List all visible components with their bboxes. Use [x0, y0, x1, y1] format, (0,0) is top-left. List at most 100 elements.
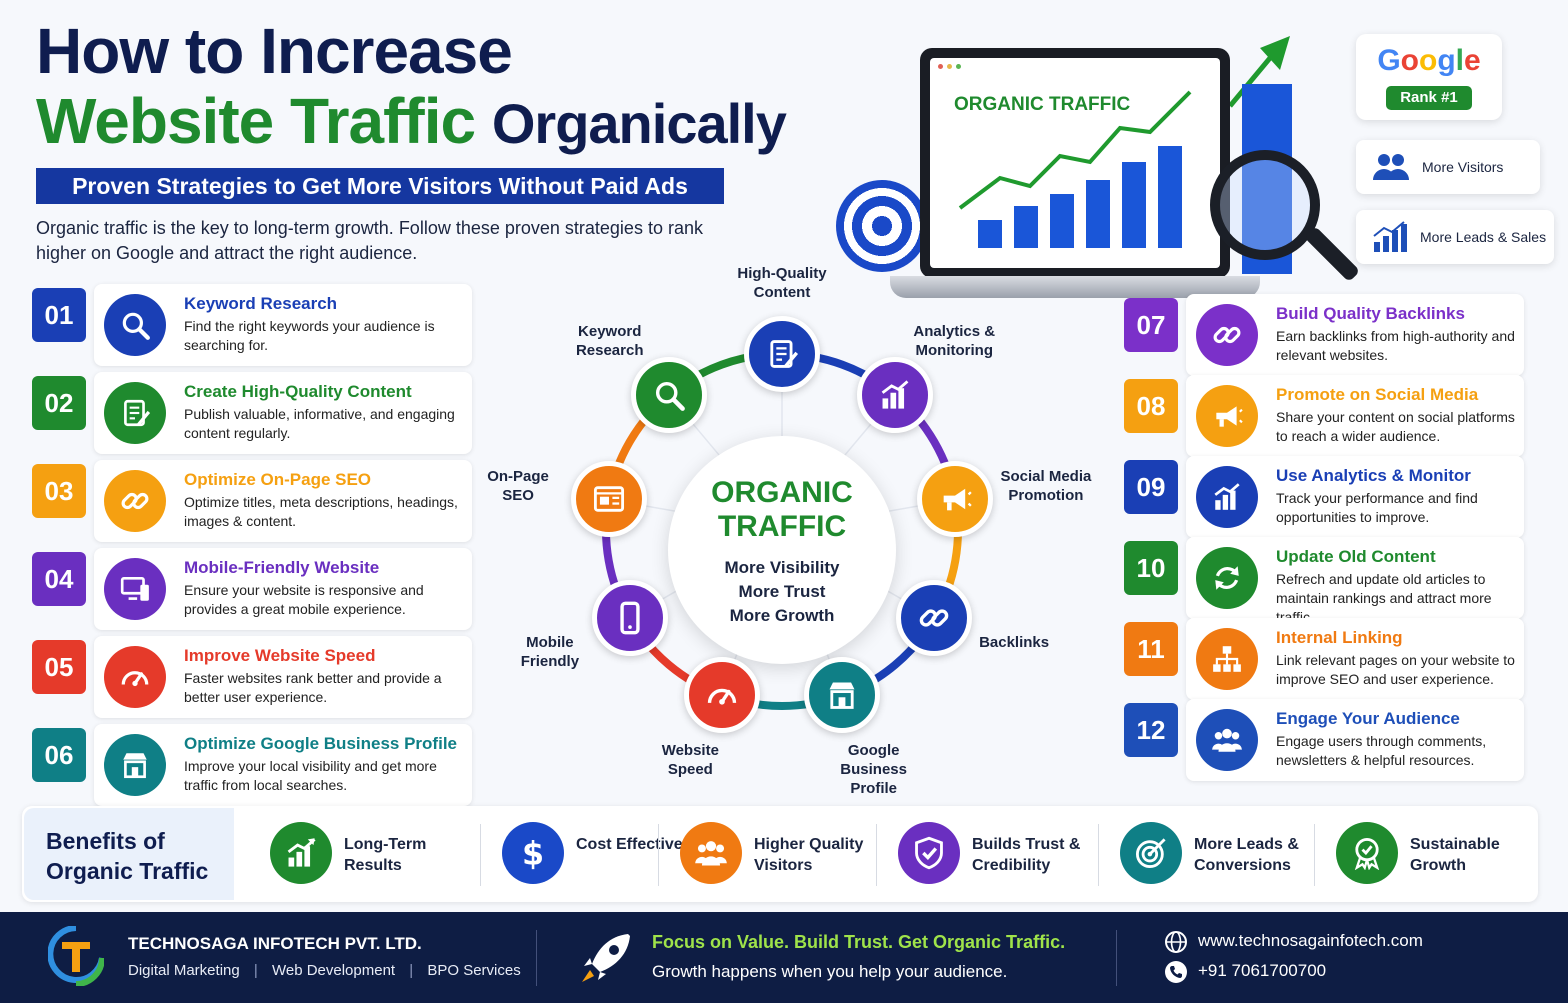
- strategy-text: Keyword Research Find the right keywords…: [184, 294, 464, 355]
- strategy-number: 07: [1124, 298, 1178, 352]
- browser-icon: [593, 486, 624, 513]
- service-web-development: Web Development: [271, 962, 396, 979]
- footer-divider: [536, 930, 537, 986]
- strategy-icon-disc: [104, 558, 166, 620]
- strategy-text: Promote on Social Media Share your conte…: [1276, 385, 1516, 446]
- shield-check-icon: [915, 836, 943, 870]
- analytics-icon: [881, 380, 909, 409]
- wheel-node: [630, 357, 707, 434]
- strategy-desc: Share your content on social platforms t…: [1276, 409, 1515, 444]
- strategy-title: Internal Linking: [1276, 628, 1403, 647]
- phone-icon: [1165, 961, 1187, 983]
- benefit-label: Builds Trust & Credibility: [972, 836, 1081, 874]
- more-leads-card: More Leads & Sales: [1356, 210, 1554, 264]
- benefit-divider: [1098, 824, 1099, 886]
- strategy-text: Build Quality Backlinks Earn backlinks f…: [1276, 304, 1516, 365]
- benefit-divider: [480, 824, 481, 886]
- benefit-icon-disc: $: [502, 822, 564, 884]
- company-logo-icon: [48, 926, 104, 986]
- devices-icon: [120, 577, 149, 601]
- wheel-node-label: Website Speed: [661, 742, 719, 779]
- benefit-icon-disc: [1336, 822, 1398, 884]
- strategy-desc: Earn backlinks from high-authority and r…: [1276, 328, 1515, 363]
- storefront-icon: [123, 753, 147, 779]
- service-digital-marketing: Digital Marketing: [128, 962, 240, 979]
- title-dark: Organically: [491, 92, 787, 155]
- strategy-text: Optimize Google Business Profile Improve…: [184, 734, 464, 795]
- hub-title-2: TRAFFIC: [717, 510, 847, 543]
- wheel-node-label: Mobile Friendly: [520, 634, 580, 670]
- screen-label: ORGANIC TRAFFIC: [954, 94, 1131, 115]
- growth-chart-icon: [287, 838, 316, 867]
- footer-divider-2: [1116, 930, 1117, 986]
- intro-text: Organic traffic is the key to long-term …: [36, 218, 703, 263]
- wheel-node-label: On-Page SEO: [487, 468, 549, 505]
- globe-icon: [1165, 931, 1187, 953]
- strategy-number: 12: [1124, 703, 1178, 757]
- benefit-label: Cost Effective: [576, 836, 683, 853]
- strategy-desc: Improve your local visibility and get mo…: [184, 758, 437, 793]
- users-icon: [1212, 728, 1242, 752]
- strategy-number: 10: [1124, 541, 1178, 595]
- strategy-desc: Find the right keywords your audience is…: [184, 318, 435, 353]
- wheel-node: [683, 657, 760, 734]
- speedometer-icon: [707, 689, 736, 706]
- wheel-node: [570, 461, 647, 538]
- more-leads-label: More Leads & Sales: [1420, 229, 1547, 245]
- magnifier-handle: [1303, 225, 1361, 283]
- strategy-number: 02: [32, 376, 86, 430]
- benefit-label: Long-Term Results: [344, 836, 427, 874]
- link-icon: [1213, 326, 1241, 344]
- search-icon: [655, 382, 685, 412]
- wheel-node: [591, 580, 668, 656]
- benefit-icon-disc: [270, 822, 332, 884]
- footer-slogan: Focus on Value. Build Trust. Get Organic…: [652, 932, 1066, 952]
- megaphone-icon: [943, 489, 972, 511]
- website-link[interactable]: www.technosagainfotech.com: [1198, 931, 1423, 950]
- strategy-text: Engage Your Audience Engage users throug…: [1276, 709, 1516, 770]
- strategy-text: Create High-Quality Content Publish valu…: [184, 382, 464, 443]
- wheel-node-label: Keyword Research: [575, 322, 644, 359]
- users-icon: [1373, 154, 1409, 180]
- strategy-icon-disc: [1196, 709, 1258, 771]
- hub-line-visibility: More Visibility: [724, 558, 840, 577]
- strategy-number: 09: [1124, 460, 1178, 514]
- benefit-label: Sustainable Growth: [1410, 836, 1500, 874]
- target-icon: [1135, 838, 1166, 869]
- strategy-title: Mobile-Friendly Website: [184, 558, 380, 577]
- document-edit-icon: [124, 399, 151, 427]
- link-icon: [920, 609, 949, 627]
- target-icon: [836, 180, 928, 272]
- phone-number[interactable]: +91 7061700700: [1198, 961, 1327, 980]
- strategy-desc: Publish valuable, informative, and engag…: [184, 406, 455, 441]
- strategy-desc: Optimize titles, meta descriptions, head…: [184, 494, 458, 529]
- rank-badge: Rank #1: [1386, 86, 1472, 110]
- wheel-node: [804, 657, 881, 734]
- strategy-icon-disc: [104, 646, 166, 708]
- wheel-node: [744, 316, 820, 392]
- hub-title: ORGANIC TRAFFIC: [668, 476, 896, 544]
- more-visitors-label: More Visitors: [1422, 159, 1504, 175]
- search-icon: [122, 312, 150, 340]
- wheel-node-label: Analytics & Monitoring: [913, 322, 996, 359]
- strategy-title: Create High-Quality Content: [184, 382, 412, 401]
- organic-traffic-hub: ORGANIC TRAFFIC More Visibility More Tru…: [668, 436, 896, 664]
- analytics-icon: [1373, 221, 1407, 252]
- strategy-title: Improve Website Speed: [184, 646, 376, 665]
- benefit-icon-disc: [898, 822, 960, 884]
- company-services: Digital Marketing | Web Development | BP…: [128, 962, 521, 979]
- storefront-icon: [829, 682, 855, 710]
- strategy-title: Optimize On-Page SEO: [184, 470, 372, 489]
- hub-title-1: ORGANIC: [711, 476, 853, 509]
- strategy-text: Update Old Content Refrech and update ol…: [1276, 547, 1516, 627]
- wheel-node: [917, 461, 994, 538]
- wheel-node: [896, 580, 973, 656]
- dollar-icon: $: [522, 836, 544, 870]
- benefit-divider: [876, 824, 877, 886]
- wheel-node: [857, 357, 934, 434]
- strategy-icon-disc: [1196, 547, 1258, 609]
- wheel-node-label: Backlinks: [979, 634, 1050, 651]
- benefit-icon-disc: [680, 822, 742, 884]
- traffic-bars: [958, 90, 1192, 248]
- google-rank-card: Google Rank #1: [1356, 34, 1502, 120]
